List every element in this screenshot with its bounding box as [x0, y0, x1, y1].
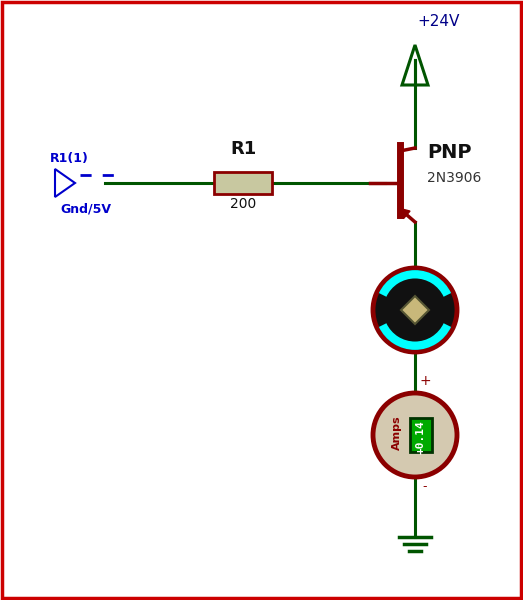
Text: 200: 200: [230, 197, 256, 211]
Polygon shape: [399, 208, 410, 218]
Text: +: +: [419, 374, 431, 388]
Bar: [214, 172, 272, 194]
Circle shape: [373, 268, 457, 352]
Bar: [410, 418, 432, 452]
Text: +0.14: +0.14: [416, 420, 426, 454]
Text: R1: R1: [230, 140, 256, 158]
Text: -: -: [423, 481, 427, 493]
Text: R1(1): R1(1): [50, 152, 89, 165]
Text: Amps: Amps: [392, 416, 402, 451]
Text: Gnd/5V: Gnd/5V: [60, 203, 111, 216]
Text: +24V: +24V: [417, 14, 459, 29]
Polygon shape: [401, 296, 429, 324]
Text: PNP: PNP: [427, 143, 472, 163]
Text: 2N3906: 2N3906: [427, 171, 481, 185]
Circle shape: [373, 393, 457, 477]
